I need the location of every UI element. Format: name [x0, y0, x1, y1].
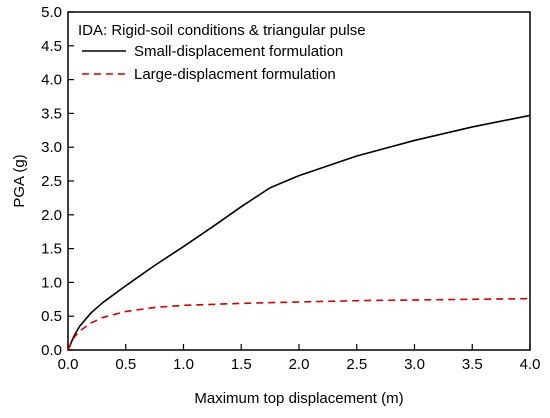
y-tick-label: 4.0 [41, 72, 62, 89]
x-axis-title: Maximum top displacement (m) [194, 390, 403, 407]
y-tick-label: 2.5 [41, 173, 62, 190]
y-tick-label: 0.0 [41, 342, 62, 359]
x-tick-label: 1.0 [173, 356, 194, 373]
x-tick-label: 3.0 [404, 356, 425, 373]
y-tick-label: 1.0 [41, 274, 62, 291]
y-tick-label: 0.5 [41, 308, 62, 325]
x-tick-label: 2.0 [289, 356, 310, 373]
x-tick-label: 2.5 [346, 356, 367, 373]
y-tick-label: 3.5 [41, 105, 62, 122]
legend: IDA: Rigid-soil conditions & triangular … [78, 22, 366, 83]
x-tick-label: 0.5 [115, 356, 136, 373]
series-layer [67, 114, 531, 351]
x-tick-label: 4.0 [520, 356, 541, 373]
x-tick-label: 3.5 [462, 356, 483, 373]
y-tick-label: 4.5 [41, 38, 62, 55]
y-tick-label: 5.0 [41, 4, 62, 21]
legend-title: IDA: Rigid-soil conditions & triangular … [78, 22, 366, 39]
series-line-large-displacement [67, 297, 531, 351]
y-tick-label: 1.5 [41, 241, 62, 258]
legend-label-large-displacement: Large-displacment formulation [134, 66, 336, 83]
x-axis: 0.0 0.5 1.0 1.5 2.0 2.5 3.0 3.5 4.0 [58, 344, 541, 373]
y-axis-title: PGA (g) [11, 154, 28, 207]
y-tick-label: 2.0 [41, 207, 62, 224]
series-line-small-displacement [67, 114, 531, 351]
x-tick-label: 0.0 [58, 356, 79, 373]
y-tick-label: 3.0 [41, 139, 62, 156]
x-tick-label: 1.5 [231, 356, 252, 373]
legend-label-small-displacement: Small-displacement formulation [134, 43, 343, 60]
y-axis: 0.0 0.5 1.0 1.5 2.0 2.5 3.0 3.5 4.0 4.5 5.0 [41, 4, 74, 359]
